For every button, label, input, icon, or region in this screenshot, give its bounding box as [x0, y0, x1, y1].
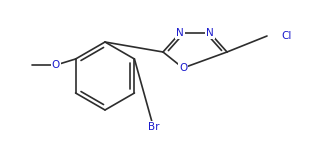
- Text: Cl: Cl: [281, 31, 291, 41]
- Text: Br: Br: [148, 122, 160, 132]
- Text: O: O: [179, 63, 187, 73]
- Text: N: N: [176, 28, 184, 38]
- Text: N: N: [206, 28, 214, 38]
- Text: O: O: [52, 60, 60, 70]
